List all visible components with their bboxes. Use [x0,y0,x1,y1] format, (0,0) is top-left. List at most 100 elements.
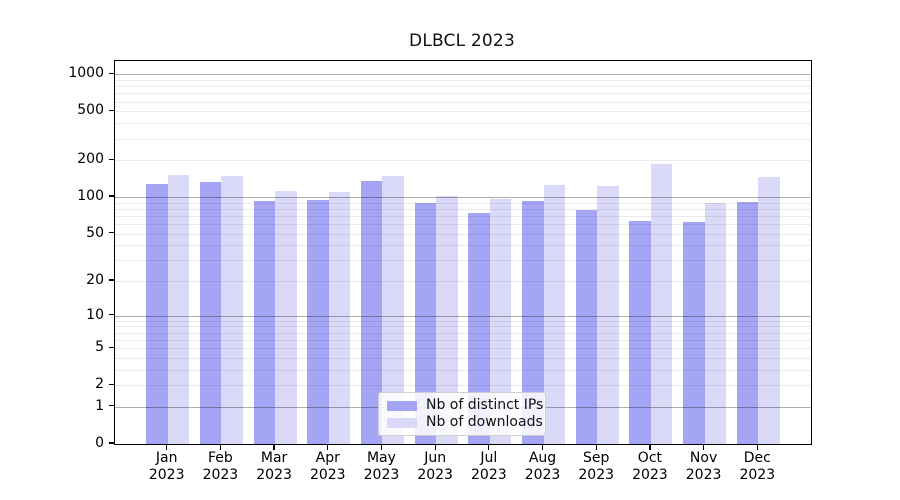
minor-gridline [115,320,811,322]
x-tick-month: Dec [743,450,771,466]
minor-gridline [115,260,811,262]
minor-gridline [115,160,811,162]
minor-gridline [115,385,811,387]
y-tick-mark [109,314,114,316]
y-tick-label: 500 [77,102,104,119]
x-tick-label-dec: Dec 2023 [725,450,789,484]
legend-swatch-1 [387,417,417,428]
bar-series0-may [360,180,383,444]
legend-label-0: Nb of distinct IPs [426,397,544,413]
minor-gridline [115,101,811,103]
minor-gridline [115,281,811,283]
x-tick-mark [380,444,383,450]
bar-series1-apr [328,191,351,444]
bar-series1-mar [275,190,297,444]
bar-series1-dec [758,177,780,444]
x-tick-year: 2023 [739,467,776,483]
y-tick-mark [109,279,114,281]
minor-gridline [115,208,811,210]
x-tick-mark [273,444,275,450]
minor-gridline [115,332,811,334]
y-tick-mark [109,231,114,234]
grid-layer [115,61,811,444]
bar-series0-mar [253,201,276,444]
x-tick-label-jan: Jan 2023 [135,450,199,484]
major-gridline [115,315,811,317]
bar-series1-feb [221,176,243,444]
x-tick-month: Apr [315,450,340,466]
bar-series0-feb [199,181,222,444]
major-gridline [115,197,811,199]
y-tick-mark [109,109,114,111]
x-tick-month: Feb [207,450,233,466]
minor-gridline [115,138,811,140]
x-tick-mark [166,444,168,450]
minor-gridline [115,86,811,88]
x-tick-mark [327,444,329,450]
minor-gridline [115,245,811,247]
x-tick-month: Mar [260,450,288,466]
x-tick-label-may: May 2023 [349,450,413,484]
y-tick-label: 1000 [68,65,104,82]
legend: Nb of distinct IPs Nb of downloads [378,392,546,436]
minor-gridline [115,111,811,113]
x-tick-year: 2023 [309,467,346,483]
x-tick-year: 2023 [524,467,561,483]
y-tick-mark [109,195,114,197]
bar-series0-dec [736,202,759,444]
x-tick-year: 2023 [685,467,722,483]
y-tick-label: 2 [95,376,104,393]
y-tick-label: 0 [95,435,104,451]
y-tick-mark [109,158,114,160]
bar-series1-jan [167,175,190,444]
x-tick-month: Aug [528,450,557,466]
y-tick-label: 5 [95,339,104,356]
minor-gridline [115,93,811,95]
x-tick-mark [541,444,544,450]
x-tick-month: Sep [583,450,610,466]
x-tick-month: Oct [637,450,663,466]
minor-gridline [115,215,811,217]
minor-gridline [115,369,811,371]
y-tick-label: 1 [95,397,104,414]
x-tick-year: 2023 [632,467,668,483]
minor-gridline [115,326,811,328]
y-tick-mark [109,442,114,444]
legend-row-1: Nb of downloads [379,414,545,431]
legend-swatch-0 [387,400,417,411]
x-tick-mark [595,444,597,450]
minor-gridline [115,233,811,235]
x-tick-month: Jan [155,450,178,466]
x-tick-month: May [366,450,396,466]
x-tick-mark [756,444,758,450]
x-tick-year: 2023 [471,467,507,483]
x-tick-year: 2023 [256,467,292,483]
bar-series0-jul [468,212,490,444]
minor-gridline [115,123,811,125]
y-tick-label: 200 [77,151,104,168]
legend-label-1: Nb of downloads [426,414,543,430]
x-tick-mark [434,444,436,450]
x-tick-label-oct: Oct 2023 [618,450,682,484]
minor-gridline [115,339,811,341]
x-tick-label-aug: Aug 2023 [511,450,575,484]
x-tick-mark [649,444,651,450]
y-tick-mark [109,346,114,348]
x-tick-year: 2023 [202,467,239,483]
bar-series1-oct [650,163,673,444]
plot-area [114,60,812,445]
major-gridline [115,74,811,76]
x-tick-label-sep: Sep 2023 [564,450,628,484]
legend-row-0: Nb of distinct IPs [379,397,545,414]
x-tick-year: 2023 [363,467,400,483]
bars-layer [115,61,811,444]
x-tick-month: Jul [480,450,498,466]
x-tick-year: 2023 [148,467,185,483]
minor-gridline [115,224,811,225]
minor-gridline [115,202,811,204]
bar-series1-may [382,175,404,444]
bar-series0-sep [575,209,598,444]
y-tick-mark [109,405,114,407]
bar-series1-jul [489,198,512,444]
